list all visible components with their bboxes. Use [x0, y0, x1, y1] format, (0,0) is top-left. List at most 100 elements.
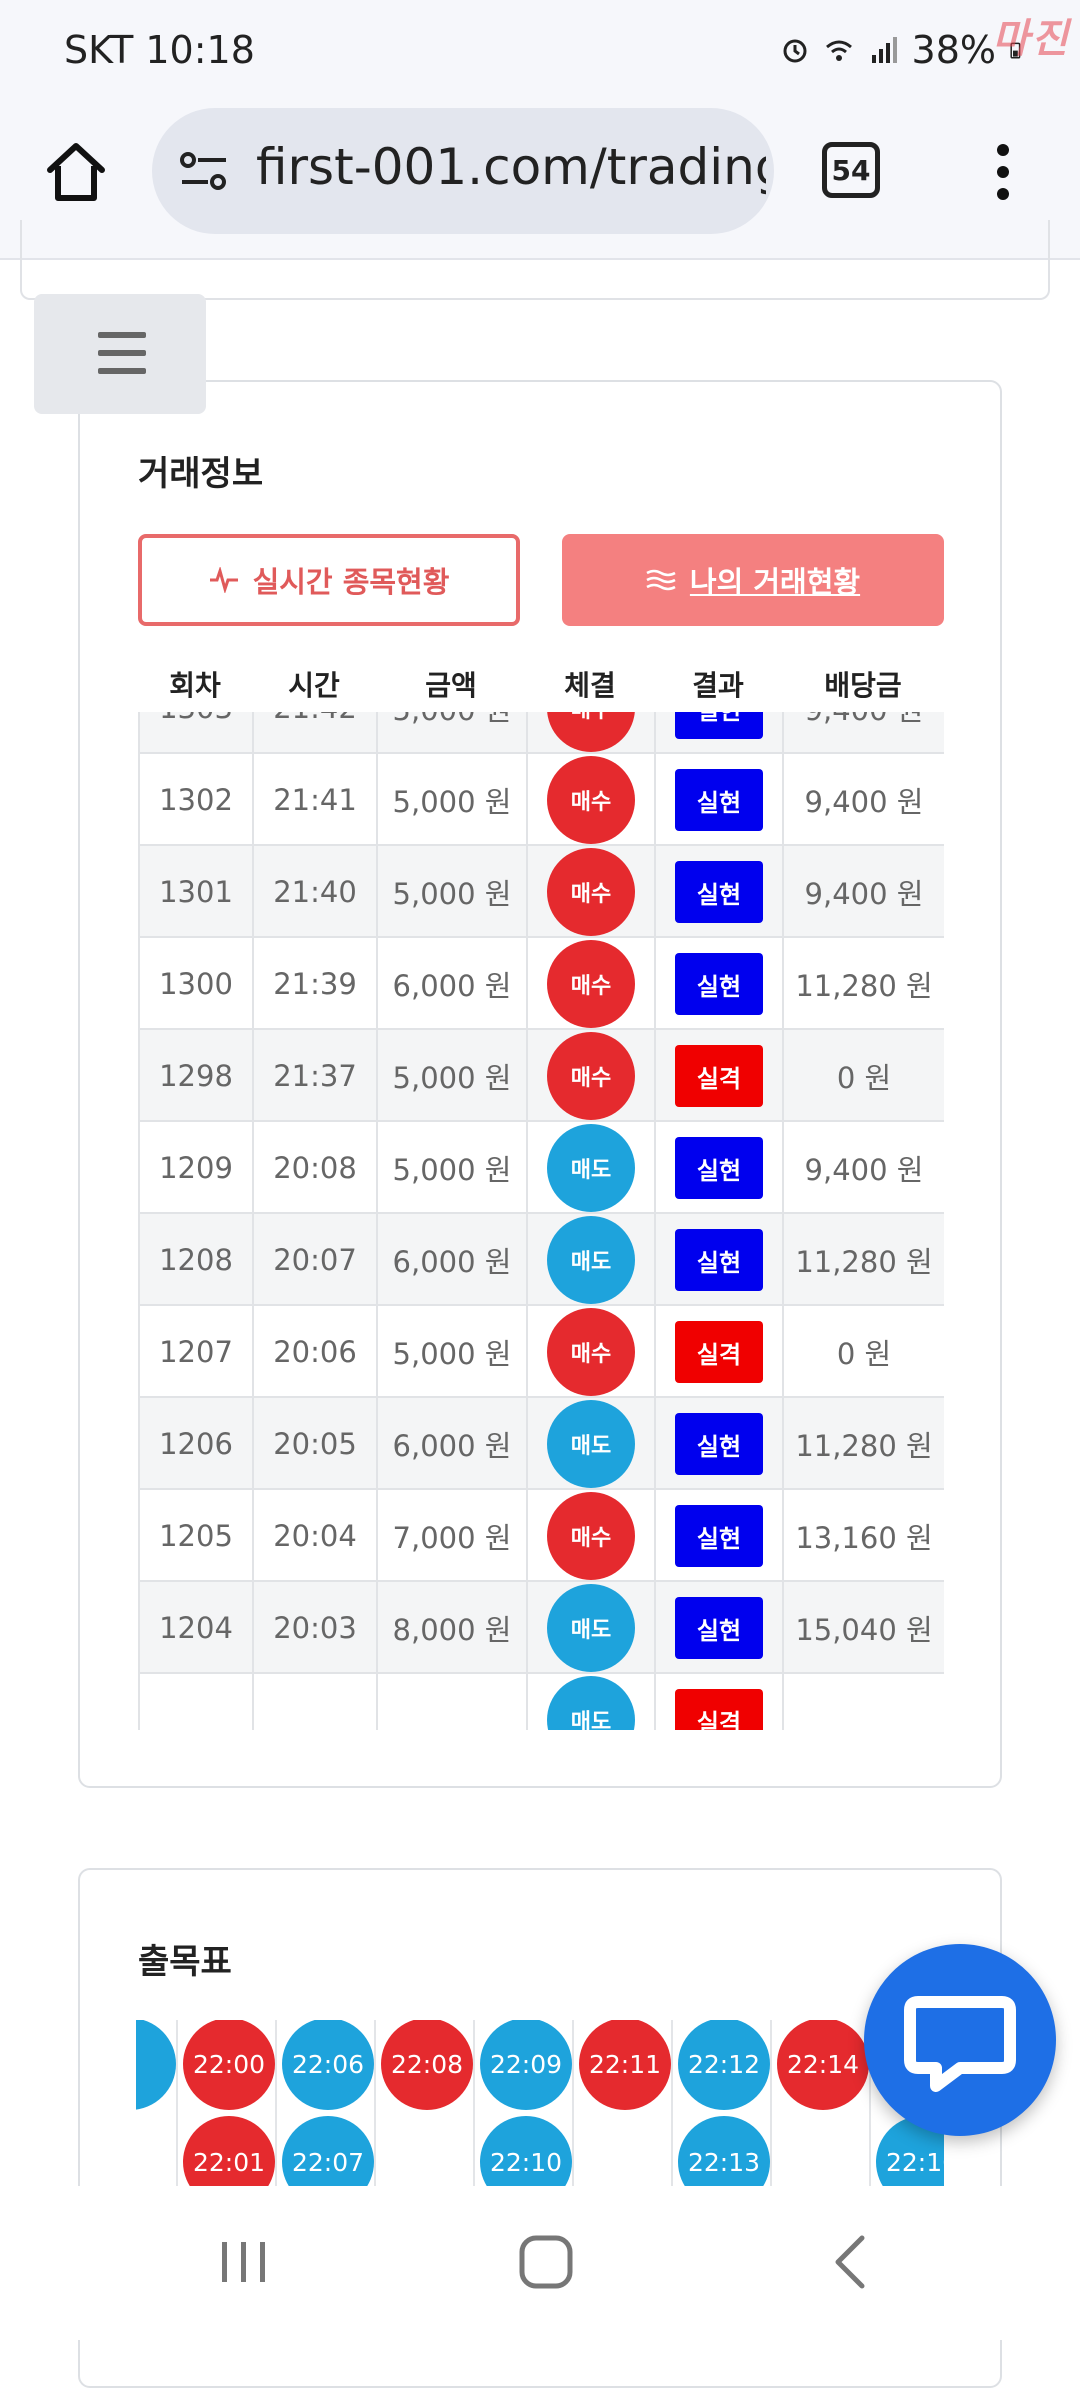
cell-round: 1206	[140, 1398, 254, 1490]
cell-execution: 매수	[528, 1030, 656, 1122]
cell-amount: 5,000 원	[378, 1030, 528, 1122]
menu-button[interactable]	[34, 294, 206, 414]
previous-card-edge	[20, 220, 1050, 300]
header-time: 시간	[288, 669, 340, 702]
cell-round: 1207	[140, 1306, 254, 1398]
cell-payout: 9,400 원	[784, 1122, 944, 1214]
cell-result: 실격	[656, 1674, 784, 1730]
system-nav-bar	[0, 2186, 1080, 2340]
cell-amount: 5,000 원	[378, 1122, 528, 1214]
result-badge: 실격	[675, 1689, 763, 1730]
status-time: SKT 10:18	[64, 28, 255, 72]
cell-result: 실현	[656, 1122, 784, 1214]
table-row: 1205 20:04 7,000 원 매수 실현 13,160 원	[140, 1490, 944, 1582]
cell-execution: 매도	[528, 1674, 656, 1730]
result-badge: 실격	[675, 1045, 763, 1107]
site-info-icon[interactable]	[178, 146, 230, 196]
battery-icon	[1010, 42, 1021, 59]
table-row: 1209 20:08 5,000 원 매도 실현 9,400 원	[140, 1122, 944, 1214]
grid-column	[136, 2020, 178, 2186]
cell-amount: 8,000 원	[378, 1582, 528, 1674]
home-icon[interactable]	[40, 136, 112, 208]
cell-round: 1209	[140, 1122, 254, 1214]
table-row: 1298 21:37 5,000 원 매수 실격 0 원	[140, 1030, 944, 1122]
cell-payout	[784, 1674, 944, 1730]
cell-round: 1208	[140, 1214, 254, 1306]
recents-icon[interactable]	[214, 2232, 274, 2292]
cell-execution: 매도	[528, 1398, 656, 1490]
cell-time: 20:04	[254, 1490, 378, 1582]
home-nav-icon[interactable]	[516, 2232, 576, 2292]
table-row: 매도 실격	[140, 1674, 944, 1730]
cell-execution: 매도	[528, 1214, 656, 1306]
cell-payout: 9,400 원	[784, 754, 944, 846]
cell-payout: 11,280 원	[784, 938, 944, 1030]
table-row: 1300 21:39 6,000 원 매수 실현 11,280 원	[140, 938, 944, 1030]
more-vert-icon[interactable]	[990, 142, 1016, 202]
grid-ball: 22:08	[381, 2020, 473, 2110]
url-text[interactable]: first-001.com/trading	[256, 138, 766, 196]
execution-badge: 매수	[547, 712, 635, 752]
grid-ball: 22:12	[678, 2020, 770, 2110]
cell-result: 실현	[656, 1398, 784, 1490]
table-row: 130321:425,000 원 매수 실현 9,400 원	[140, 712, 944, 754]
cell-round: 1298	[140, 1030, 254, 1122]
grid-column: 22:08	[377, 2020, 475, 2186]
grid-ball	[136, 2020, 176, 2110]
execution-badge: 매도	[547, 1400, 635, 1488]
cell-payout: 9,400 원	[784, 712, 944, 754]
cell-result: 실현	[656, 1582, 784, 1674]
execution-badge: 매수	[547, 756, 635, 844]
cell-result: 실현	[656, 1214, 784, 1306]
table-row: 1204 20:03 8,000 원 매도 실현 15,040 원	[140, 1582, 944, 1674]
grid-ball: 22:14	[777, 2020, 869, 2110]
my-trades-button[interactable]: 나의 거래현황	[562, 534, 944, 626]
result-grid[interactable]: 22:00 22:01 22:06 22:07 22:08 22:09 22:10 22:11…	[136, 2020, 944, 2186]
cell-result: 실현	[656, 712, 784, 754]
execution-badge: 매수	[547, 940, 635, 1028]
execution-badge: 매수	[547, 848, 635, 936]
cell-time: 20:05	[254, 1398, 378, 1490]
header-result: 결과	[692, 669, 744, 702]
result-badge: 실현	[675, 1229, 763, 1291]
cell-time: 21:42	[254, 712, 378, 754]
watermark-logo: 마진	[992, 16, 1070, 62]
cell-amount: 6,000 원	[378, 1214, 528, 1306]
cell-payout: 11,280 원	[784, 1214, 944, 1306]
cell-time: 21:40	[254, 846, 378, 938]
tabs-icon[interactable]: 54	[822, 142, 880, 198]
result-badge: 실현	[675, 1137, 763, 1199]
result-badge: 실현	[675, 712, 763, 739]
address-bar[interactable]	[152, 108, 774, 234]
cell-time: 21:37	[254, 1030, 378, 1122]
grid-column: 22:14	[773, 2020, 871, 2186]
my-trades-label: 나의 거래현황	[689, 565, 861, 599]
alarm-icon	[783, 39, 807, 63]
cell-amount	[378, 1674, 528, 1730]
chat-button[interactable]	[864, 1944, 1056, 2136]
cell-time: 20:06	[254, 1306, 378, 1398]
cell-time: 20:08	[254, 1122, 378, 1214]
cell-time: 21:39	[254, 938, 378, 1030]
cell-round: 1303	[140, 712, 254, 754]
cell-amount: 6,000 원	[378, 1398, 528, 1490]
cell-execution: 매수	[528, 1306, 656, 1398]
execution-badge: 매도	[547, 1584, 635, 1672]
grid-ball: 22:00	[183, 2020, 275, 2110]
cell-amount: 6,000 원	[378, 938, 528, 1030]
live-status-label: 실시간 종목현황	[252, 565, 450, 599]
cell-amount: 5,000 원	[378, 754, 528, 846]
result-badge: 실현	[675, 1597, 763, 1659]
cell-execution: 매도	[528, 1122, 656, 1214]
back-icon[interactable]	[822, 2232, 882, 2292]
table-row: 1206 20:05 6,000 원 매도 실현 11,280 원	[140, 1398, 944, 1490]
cell-payout: 0 원	[784, 1030, 944, 1122]
grid-ball: 22:01	[183, 2116, 275, 2186]
live-status-button[interactable]: 실시간 종목현황	[138, 534, 520, 626]
header-round: 회차	[169, 669, 221, 702]
execution-badge: 매수	[547, 1032, 635, 1120]
cell-time: 20:07	[254, 1214, 378, 1306]
cell-result: 실격	[656, 1030, 784, 1122]
status-icons: 38%	[780, 28, 1028, 72]
